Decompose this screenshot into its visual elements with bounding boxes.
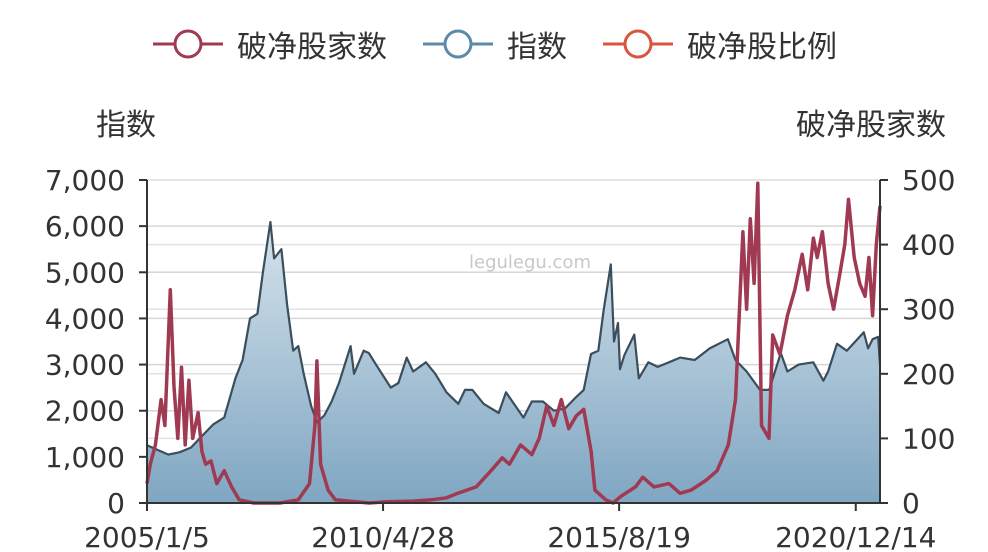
legend-circle [443, 29, 473, 59]
left-axis-title: 指数 [96, 108, 156, 143]
legend-circle [623, 29, 653, 59]
left-tick-label: 7,000 [45, 164, 125, 197]
series-layer [145, 181, 882, 505]
legend-item-broken-count[interactable]: 破净股家数 [151, 22, 387, 66]
chart-legend: 破净股家数 指数 破净股比例 [0, 14, 988, 74]
x-tick-label: 2020/12/14 [775, 521, 936, 552]
circle-line-icon [153, 29, 223, 59]
legend-circle [173, 29, 203, 59]
circle-line-icon [603, 29, 673, 59]
left-tick-label: 4,000 [45, 302, 125, 335]
circle-line-icon [423, 29, 493, 59]
left-tick-label: 0 [107, 487, 125, 520]
x-tick-label: 2015/8/19 [547, 521, 691, 552]
right-tick-label: 200 [902, 358, 955, 391]
legend-label: 破净股比例 [687, 30, 837, 65]
x-tick-label: 2005/1/5 [84, 521, 210, 552]
right-tick-label: 500 [902, 164, 955, 197]
right-tick-label: 100 [902, 422, 955, 455]
legend-label: 指数 [507, 30, 567, 65]
left-tick-label: 5,000 [45, 256, 125, 289]
right-tick-label: 400 [902, 229, 955, 262]
axes: 0 1,000 2,000 3,000 4,000 5,000 6,000 7,000 0 100… [45, 164, 956, 552]
x-tick-label: 2010/4/28 [311, 521, 455, 552]
left-tick-label: 3,000 [45, 349, 125, 382]
left-tick-label: 2,000 [45, 395, 125, 428]
legend-label: 破净股家数 [237, 30, 387, 65]
watermark: legulegu.com [469, 252, 591, 273]
left-tick-label: 1,000 [45, 441, 125, 474]
broken-count-line [145, 181, 882, 505]
index-area [147, 222, 880, 503]
legend-item-index[interactable]: 指数 [421, 22, 567, 66]
right-axis-title: 破净股家数 [796, 108, 946, 143]
right-tick-label: 0 [902, 487, 920, 520]
legend-item-broken-ratio[interactable]: 破净股比例 [601, 22, 837, 66]
right-tick-label: 300 [902, 293, 955, 326]
left-tick-label: 6,000 [45, 210, 125, 243]
